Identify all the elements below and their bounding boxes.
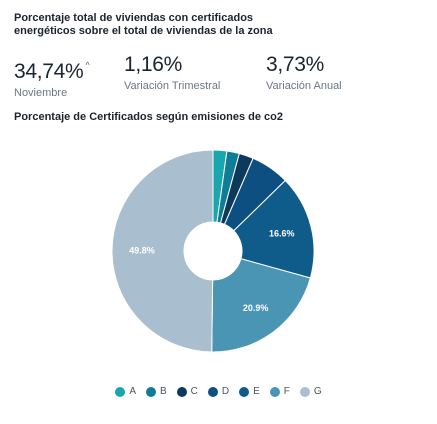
slice-label-g: 49.8% bbox=[129, 246, 155, 256]
legend-label: G bbox=[313, 386, 322, 397]
chart-title: Porcentaje de Certificados según emision… bbox=[14, 111, 283, 123]
legend-dot-icon bbox=[299, 386, 310, 397]
legend-dot-icon bbox=[239, 386, 250, 397]
legend-label: A bbox=[129, 386, 136, 397]
legend-label: C bbox=[190, 386, 198, 397]
legend-dot-icon bbox=[145, 386, 156, 397]
legend-label: B bbox=[159, 386, 167, 397]
kpi-annual-value: 3,73% bbox=[266, 53, 325, 76]
legend-item-c[interactable]: C bbox=[176, 386, 198, 397]
slice-g[interactable] bbox=[111, 149, 214, 353]
legend-dot-icon bbox=[207, 386, 218, 397]
kpi-total-label: Noviembre bbox=[14, 87, 68, 99]
legend-dot-icon bbox=[269, 386, 280, 397]
chart-legend: A B C D E F G bbox=[0, 386, 437, 397]
kpi-annual-label: Variación Anual bbox=[266, 80, 342, 92]
legend-item-b[interactable]: B bbox=[145, 386, 167, 397]
legend-item-d[interactable]: D bbox=[207, 386, 230, 397]
legend-dot-icon bbox=[176, 386, 187, 397]
caret-up-icon: ^ bbox=[85, 60, 90, 70]
kpi-quarterly-value: 1,16% bbox=[124, 53, 183, 76]
legend-item-a[interactable]: A bbox=[115, 386, 136, 397]
kpi-annual: 3,73% Variación Anual bbox=[266, 52, 342, 93]
slice-f[interactable] bbox=[211, 258, 311, 353]
kpi-row: 34,74% ^ Noviembre 1,16% Variación Trimes… bbox=[14, 52, 424, 100]
kpi-quarterly: 1,16% Variación Trimestral bbox=[124, 52, 220, 93]
legend-label: E bbox=[253, 386, 260, 397]
slice-label-f: 20.9% bbox=[243, 303, 269, 313]
legend-label: D bbox=[221, 386, 230, 397]
kpi-total-value: 34,74% bbox=[14, 60, 84, 83]
slice-e[interactable] bbox=[233, 179, 315, 279]
kpi-total: 34,74% ^ Noviembre bbox=[14, 52, 90, 100]
page-title: Porcentaje total de viviendas con certif… bbox=[14, 12, 273, 37]
legend-item-f[interactable]: F bbox=[269, 386, 290, 397]
slice-label-e: 16.6% bbox=[269, 228, 295, 238]
kpi-quarterly-label: Variación Trimestral bbox=[124, 80, 221, 92]
legend-item-g[interactable]: G bbox=[299, 386, 322, 397]
legend-dot-icon bbox=[115, 386, 126, 397]
legend-item-e[interactable]: E bbox=[239, 386, 260, 397]
legend-label: F bbox=[283, 386, 290, 397]
